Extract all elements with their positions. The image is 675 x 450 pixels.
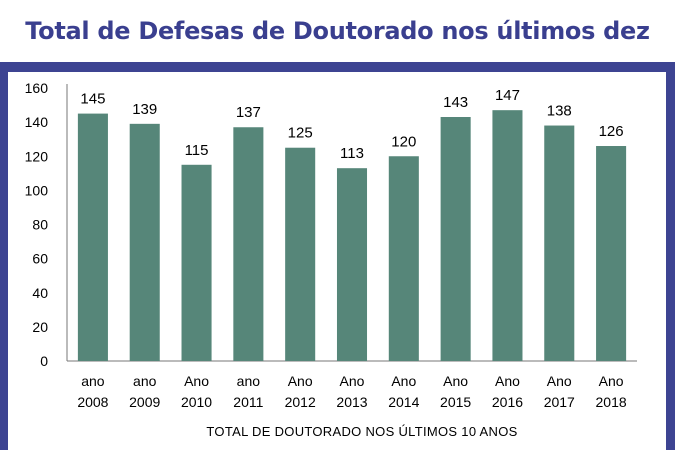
y-tick-label: 120 [25,148,49,164]
bar [440,117,471,361]
x-tick-label: ano [81,373,105,389]
page-title: Total de Defesas de Doutorado nos último… [25,17,650,107]
data-label: 143 [443,94,468,111]
x-tick-label: ano [133,373,157,389]
title-bar [0,0,675,62]
y-tick-label: 100 [25,182,49,198]
data-label: 126 [599,123,624,140]
bar [596,146,627,361]
bar [544,125,575,361]
x-tick-label: 2013 [336,394,367,410]
bar [336,168,368,361]
x-tick-label: 2008 [77,394,108,410]
bar [129,123,160,361]
x-tick-label: Ano [288,373,313,389]
data-label: 139 [132,101,157,118]
y-tick-label: 0 [40,353,48,369]
x-tick-label: Ano [547,373,572,389]
x-tick-label: Ano [340,373,365,389]
data-label: 145 [80,91,105,108]
x-tick-label: 2014 [388,394,419,410]
x-tick-label: Ano [184,373,209,389]
x-tick-label: 2011 [233,394,263,410]
bar [388,156,419,361]
data-label: 138 [547,103,572,120]
x-tick-label: Ano [391,373,416,389]
x-tick-label: 2018 [596,394,627,410]
y-tick-label: 40 [32,285,48,301]
bar [492,110,523,362]
x-tick-label: Ano [495,373,520,389]
data-labels: 145 139 115 137 125 113 120 143 147 138 126 [80,87,623,162]
x-tick-label: Ano [443,373,468,389]
y-tick-label: 140 [25,114,49,130]
x-axis-title: TOTAL DE DOUTORADO NOS ÚLTIMOS 10 ANOS [206,424,517,439]
bar [181,164,212,361]
x-tick-label: Ano [599,373,624,389]
bar [233,127,264,362]
data-label: 113 [340,145,364,162]
bar [285,147,316,361]
x-tick-label: 2015 [440,394,471,410]
data-label: 147 [495,87,520,104]
x-tick-label: 2017 [544,394,575,410]
bars [77,110,627,362]
y-tick-label: 60 [32,251,48,267]
data-label: 115 [185,142,209,159]
x-tick-label: 2012 [285,394,316,410]
x-tick-label: 2016 [492,394,523,410]
y-tick-labels: 0 20 40 60 80 100 120 140 160 [25,80,49,369]
data-label: 137 [236,104,261,121]
x-tick-label: 2009 [129,394,160,410]
y-tick-label: 80 [32,217,48,233]
data-label: 120 [391,133,416,150]
bar [77,113,108,361]
y-tick-label: 160 [25,80,49,96]
x-tick-label: 2010 [181,394,212,410]
data-label: 125 [288,125,313,142]
y-tick-label: 20 [32,319,48,335]
x-tick-label: ano [237,373,261,389]
x-tick-labels: ano 2008 ano 2009 Ano 2010 ano 2011 Ano 2012 Ano 20… [77,373,627,410]
